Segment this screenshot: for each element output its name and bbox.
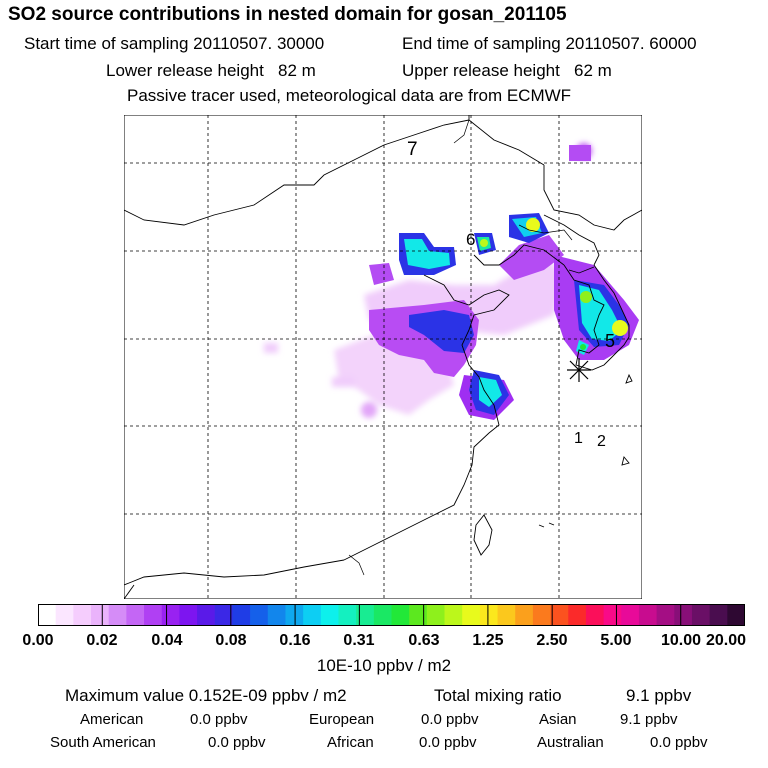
colorbar-tick: 1.25 xyxy=(472,632,504,649)
colorbar-cell xyxy=(38,604,57,626)
colorbar-cell xyxy=(267,604,287,626)
source-label-5: 5 xyxy=(605,331,615,351)
colorbar-cell xyxy=(462,604,481,626)
colorbar-tick: 0.08 xyxy=(215,632,247,649)
colorbar-cell xyxy=(55,604,74,626)
european-value: 0.0 ppbv xyxy=(421,711,479,728)
upper-release-height: Upper release height 62 m xyxy=(402,61,612,80)
colorbar-tick: 0.16 xyxy=(279,632,311,649)
colorbar-tick: 10.00 xyxy=(660,632,702,649)
colorbar-cell xyxy=(621,604,640,626)
receptor-asterisk-icon xyxy=(567,358,591,382)
colorbar-cell xyxy=(73,604,92,626)
colorbar-cell xyxy=(303,604,322,626)
end-time: End time of sampling 20110507. 60000 xyxy=(402,34,697,53)
colorbar-cell xyxy=(603,604,622,626)
source-label-2: 2 xyxy=(597,433,606,450)
map-frame: 7 6 5 1 2 xyxy=(124,115,642,599)
source-label-7: 7 xyxy=(407,139,418,160)
colorbar-cell xyxy=(91,604,110,626)
colorbar-cell xyxy=(674,604,693,626)
total-mixing-value: 9.1 ppbv xyxy=(626,686,692,705)
colorbar-cell xyxy=(391,604,410,626)
colorbar-cell xyxy=(550,604,569,626)
colorbar-cell xyxy=(356,604,375,626)
colorbar-tick: 0.00 xyxy=(22,632,54,649)
colorbar-cell xyxy=(638,604,658,626)
colorbar-cell xyxy=(709,604,728,626)
colorbar-cell xyxy=(444,604,463,626)
colorbar-tick: 0.31 xyxy=(343,632,375,649)
colorbar-cell xyxy=(373,604,393,626)
colorbar-units: 10E-10 ppbv / m2 xyxy=(316,656,452,675)
colorbar-cell xyxy=(250,604,269,626)
plume-hotspots xyxy=(480,218,628,350)
lat-lon-grid xyxy=(124,115,642,599)
american-value: 0.0 ppbv xyxy=(190,711,248,728)
colorbar-cell xyxy=(214,604,234,626)
colorbar-tick: 0.02 xyxy=(86,632,118,649)
colorbar-cell xyxy=(126,604,145,626)
colorbar-cell xyxy=(338,604,357,626)
colorbar xyxy=(38,604,745,626)
colorbar-cell xyxy=(691,604,711,626)
african-value: 0.0 ppbv xyxy=(419,734,477,751)
australian-label: Australian xyxy=(537,734,604,751)
asian-label: Asian xyxy=(539,711,577,728)
colorbar-tick: 2.50 xyxy=(536,632,568,649)
colorbar-tick: 20.00 xyxy=(705,632,747,649)
coastlines xyxy=(124,115,642,599)
asian-value: 9.1 ppbv xyxy=(620,711,678,728)
country-borders xyxy=(348,119,595,576)
tracer-info: Passive tracer used, meteorological data… xyxy=(127,86,572,105)
colorbar-cell xyxy=(409,604,428,626)
colorbar-cell xyxy=(161,604,181,626)
colorbar-tick: 5.00 xyxy=(600,632,632,649)
colorbar-cell xyxy=(727,604,745,626)
european-label: European xyxy=(309,711,375,728)
colorbar-cell xyxy=(179,604,198,626)
colorbar-cell xyxy=(532,604,552,626)
colorbar-cell xyxy=(497,604,516,626)
colorbar-cell xyxy=(232,604,251,626)
map-title: SO2 source contributions in nested domai… xyxy=(8,4,567,25)
colorbar-cell xyxy=(426,604,446,626)
colorbar-cell xyxy=(585,604,605,626)
colorbar-cell xyxy=(515,604,534,626)
south-american-value: 0.0 ppbv xyxy=(208,734,266,751)
colorbar-cell xyxy=(320,604,340,626)
start-time: Start time of sampling 20110507. 30000 xyxy=(24,34,325,53)
colorbar-cell xyxy=(656,604,675,626)
colorbar-cell xyxy=(479,604,499,626)
colorbar-tick: 0.04 xyxy=(151,632,183,649)
south-american-label: South American xyxy=(50,734,156,751)
source-label-6: 6 xyxy=(466,230,475,249)
african-label: African xyxy=(327,734,374,751)
colorbar-cell xyxy=(108,604,127,626)
american-label: American xyxy=(80,711,144,728)
colorbar-cell xyxy=(197,604,216,626)
colorbar-cell xyxy=(144,604,163,626)
lower-release-height: Lower release height 82 m xyxy=(106,61,316,80)
colorbar-tick: 0.63 xyxy=(408,632,440,649)
total-mixing-label: Total mixing ratio xyxy=(434,686,562,705)
australian-value: 0.0 ppbv xyxy=(650,734,708,751)
source-label-1: 1 xyxy=(574,430,583,447)
max-value-label: Maximum value 0.152E-09 ppbv / m2 xyxy=(65,686,347,705)
colorbar-cell xyxy=(568,604,587,626)
